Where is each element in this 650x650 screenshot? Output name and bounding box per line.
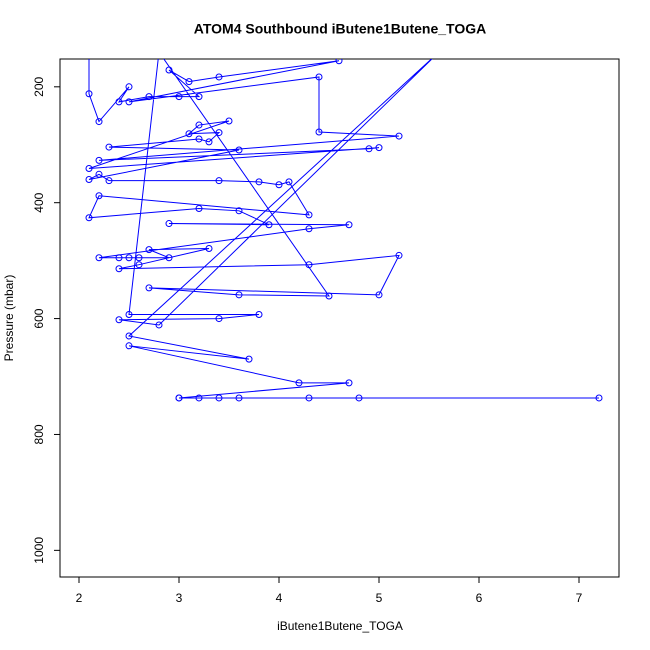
data-point [255,311,263,319]
data-point [125,98,133,106]
data-point [265,221,273,229]
data-point [305,211,313,219]
data-point [205,244,213,252]
data-point [255,178,263,186]
data-point [375,144,383,152]
data-point [195,93,203,101]
data-point [195,394,203,402]
data-point [115,254,123,262]
data-point [395,251,403,259]
data-point [85,90,93,98]
x-tick-label: 6 [476,591,483,605]
data-point [365,145,373,153]
data-point [325,292,333,300]
data-point [165,254,173,262]
data-point [345,379,353,387]
data-point [285,178,293,186]
data-point [205,138,213,146]
data-point [135,261,143,269]
data-point [305,261,313,269]
y-tick-label: 400 [32,192,46,212]
data-point [125,342,133,350]
data-point [95,192,103,200]
plot-frame [59,58,620,578]
data-point [395,132,403,140]
data-point [185,130,193,138]
data-point [335,59,343,65]
data-point [215,129,223,137]
data-point [215,177,223,185]
data-point [175,394,183,402]
data-point [105,143,113,151]
data-point [215,315,223,323]
data-point [125,83,133,91]
data-point [195,121,203,129]
data-point [195,204,203,212]
data-point [345,221,353,229]
data-point [185,78,193,86]
x-tick-label: 4 [276,591,283,605]
data-point [145,284,153,292]
data-point [305,225,313,233]
y-tick-label: 800 [32,424,46,444]
data-point [115,316,123,324]
data-point [195,135,203,143]
data-point [115,265,123,273]
data-point [115,98,123,106]
data-point [215,394,223,402]
data-point [125,311,133,319]
data-line [88,59,599,399]
y-tick-label: 1000 [32,537,46,564]
y-tick-label: 600 [32,308,46,328]
data-point [95,118,103,126]
data-point [355,394,363,402]
data-point [315,73,323,81]
data-point [95,156,103,164]
data-point [85,176,93,184]
data-point [235,207,243,215]
data-point [436,49,442,55]
data-point [145,93,153,101]
data-point [295,379,303,387]
data-point [215,73,223,81]
chart-title: ATOM4 Southbound iButene1Butene_TOGA [194,21,486,37]
x-tick-label: 7 [576,591,583,605]
data-point [155,321,163,329]
data-point [235,291,243,299]
x-tick-label: 3 [176,591,183,605]
data-point [85,165,93,173]
data-point [105,177,113,185]
data-point [375,291,383,299]
data-point [95,170,103,178]
x-tick-label: 2 [76,591,83,605]
x-axis-label: iButene1Butene_TOGA [277,619,403,633]
x-tick-label: 5 [376,591,383,605]
data-point [595,394,603,402]
plot-area [85,43,603,402]
data-point [125,332,133,340]
data-point [85,214,93,222]
data-point [165,220,173,228]
data-point [175,93,183,101]
data-point [135,254,143,262]
data-point [235,394,243,402]
data-point [245,355,253,363]
data-point [145,246,153,254]
data-point [275,181,283,189]
data-point [165,66,173,74]
y-axis-label: Pressure (mbar) [2,275,16,362]
data-point [315,128,323,136]
data-point [305,394,313,402]
y-tick-label: 200 [32,76,46,96]
data-point [225,117,233,125]
data-point [125,254,133,262]
data-point [235,146,243,154]
data-point [156,49,162,55]
data-point [86,43,92,49]
data-point [95,254,103,262]
